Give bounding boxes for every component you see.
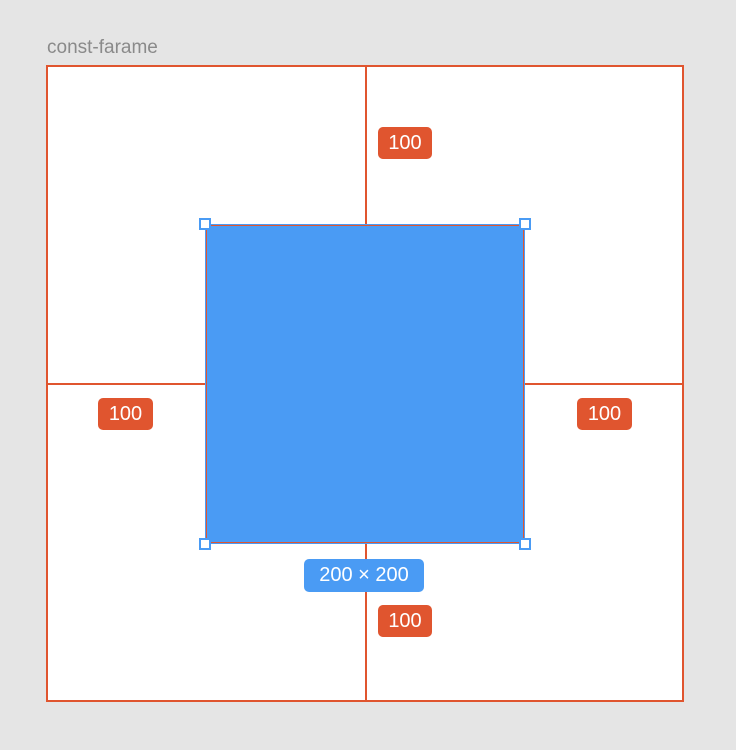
resize-handle-top-right[interactable] bbox=[519, 218, 531, 230]
right-spacing-guide bbox=[525, 383, 683, 385]
top-spacing-badge: 100 bbox=[378, 127, 432, 159]
top-spacing-guide bbox=[365, 66, 367, 224]
selection-size-label: 200 × 200 bbox=[304, 559, 424, 592]
resize-handle-bottom-left[interactable] bbox=[199, 538, 211, 550]
frame-name-label[interactable]: const-farame bbox=[47, 37, 158, 58]
left-spacing-guide bbox=[47, 383, 205, 385]
resize-handle-bottom-right[interactable] bbox=[519, 538, 531, 550]
left-spacing-badge: 100 bbox=[98, 398, 153, 430]
right-spacing-badge: 100 bbox=[577, 398, 632, 430]
selected-rectangle[interactable] bbox=[205, 224, 525, 544]
resize-handle-top-left[interactable] bbox=[199, 218, 211, 230]
bottom-spacing-guide bbox=[365, 544, 367, 701]
bottom-spacing-badge: 100 bbox=[378, 605, 432, 637]
